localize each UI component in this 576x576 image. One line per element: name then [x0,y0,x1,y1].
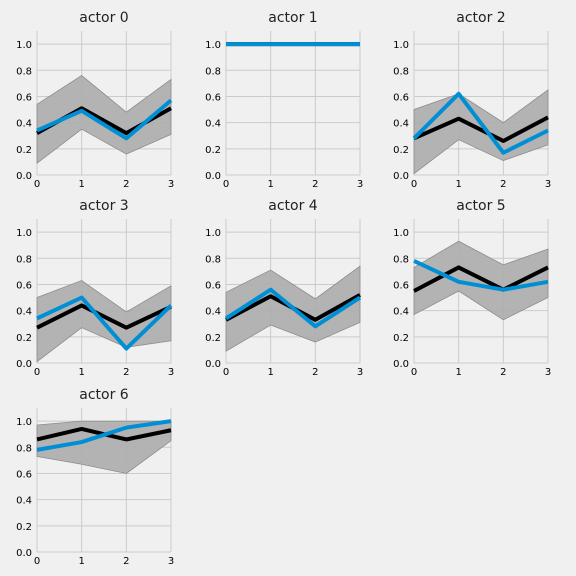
x-tick-label: 0 [34,367,40,378]
x-tick-label: 0 [34,556,40,567]
y-tick-label: 0.2 [393,333,409,344]
y-tick-label: 0.2 [16,145,32,156]
y-tick-label: 0.6 [16,469,32,480]
series-line-actual [36,419,172,452]
y-tick-label: 0.4 [393,119,409,130]
subplot-actor-2: 0.0 0.2 0.4 0.6 0.8 1.0 0 1 2 3 actor 2 [393,10,551,190]
x-tick-label: 2 [312,367,318,378]
series-line-actual [412,91,549,155]
y-tick-label: 1.0 [205,228,221,239]
x-tick-label: 1 [267,179,273,190]
x-tick-label: 1 [455,179,461,190]
x-tick-label: 0 [223,367,229,378]
confidence-band [36,420,172,474]
x-tick-label: 2 [123,367,129,378]
y-tick-label: 0.0 [16,171,32,182]
y-tick-label: 1.0 [205,40,221,51]
y-tick-label: 0.0 [16,548,32,559]
subplot-actor-6: 0.0 0.2 0.4 0.6 0.8 1.0 0 1 2 3 actor 6 [16,387,174,567]
x-tick-label: 2 [123,556,129,567]
y-tick-label: 0.8 [205,66,221,77]
y-tick-label: 0.8 [16,443,32,454]
subplot-title: actor 0 [79,10,128,26]
subplot-title: actor 2 [456,10,505,26]
y-tick-label: 1.0 [16,40,32,51]
x-tick-label: 2 [500,179,506,190]
y-tick-label: 1.0 [393,228,409,239]
x-tick-label: 3 [357,367,363,378]
y-tick-label: 0.8 [393,66,409,77]
y-tick-label: 0.6 [16,280,32,291]
y-tick-label: 0.8 [16,254,32,265]
x-tick-label: 1 [267,367,273,378]
y-tick-label: 0.2 [205,145,221,156]
y-tick-label: 0.4 [393,307,409,318]
y-tick-label: 0.6 [393,92,409,103]
x-tick-label: 1 [78,556,84,567]
y-tick-label: 0.8 [16,66,32,77]
subplot-actor-1: 0.0 0.2 0.4 0.6 0.8 1.0 0 1 2 3 actor 1 [205,10,363,190]
series-line-actual [413,259,549,292]
y-tick-label: 0.4 [205,307,221,318]
x-tick-label: 3 [357,179,363,190]
y-tick-label: 0.4 [16,307,32,318]
y-tick-label: 0.4 [16,119,32,130]
series-line-mean [413,115,549,143]
subplot-title: actor 3 [79,198,128,214]
x-tick-label: 2 [500,367,506,378]
y-tick-label: 0.6 [205,280,221,291]
series-line-mean [36,303,172,330]
subplot-title: actor 1 [268,10,317,26]
x-tick-label: 3 [168,367,174,378]
x-tick-label: 1 [78,179,84,190]
series-line-actual [36,295,173,351]
x-tick-label: 2 [123,179,129,190]
y-tick-label: 0.8 [205,254,221,265]
y-tick-label: 0.0 [205,171,221,182]
x-tick-label: 0 [411,367,417,378]
y-tick-label: 0.0 [393,359,409,370]
y-tick-label: 0.8 [393,254,409,265]
x-tick-label: 3 [545,179,551,190]
x-tick-label: 0 [223,179,229,190]
y-tick-label: 0.2 [393,145,409,156]
y-tick-label: 1.0 [16,417,32,428]
y-tick-label: 0.6 [205,92,221,103]
x-tick-label: 1 [455,367,461,378]
series-line-mean [413,265,549,293]
y-tick-label: 0.6 [393,280,409,291]
x-tick-label: 3 [168,556,174,567]
y-tick-label: 0.0 [205,359,221,370]
subplot-title: actor 5 [456,198,505,214]
subplot-actor-4: 0.0 0.2 0.4 0.6 0.8 1.0 0 1 2 3 actor 4 [205,198,363,378]
x-tick-label: 0 [411,179,417,190]
series-line-actual [36,98,173,141]
y-tick-label: 0.2 [16,522,32,533]
x-tick-label: 3 [545,367,551,378]
x-tick-label: 1 [78,367,84,378]
y-tick-label: 0.2 [205,333,221,344]
y-tick-label: 1.0 [16,228,32,239]
subplot-actor-3: 0.0 0.2 0.4 0.6 0.8 1.0 0 1 2 3 actor 3 [16,198,174,378]
x-tick-label: 0 [34,179,40,190]
y-tick-label: 0.4 [16,496,32,507]
subplot-title: actor 4 [268,198,318,214]
x-tick-label: 3 [168,179,174,190]
y-tick-label: 0.4 [205,119,221,130]
subplot-actor-5: 0.0 0.2 0.4 0.6 0.8 1.0 0 1 2 3 actor 5 [393,198,551,378]
y-tick-label: 0.6 [16,92,32,103]
y-tick-label: 0.0 [393,171,409,182]
plot-area [226,31,360,175]
y-tick-label: 0.2 [16,333,32,344]
series-line-actual [224,287,362,329]
subplot-title: actor 6 [79,387,129,403]
subplot-actor-0: 0.0 0.2 0.4 0.6 0.8 1.0 0 1 2 3 actor 0 [16,10,174,190]
y-tick-label: 0.0 [16,359,32,370]
x-tick-label: 2 [312,179,318,190]
y-tick-label: 1.0 [393,40,409,51]
